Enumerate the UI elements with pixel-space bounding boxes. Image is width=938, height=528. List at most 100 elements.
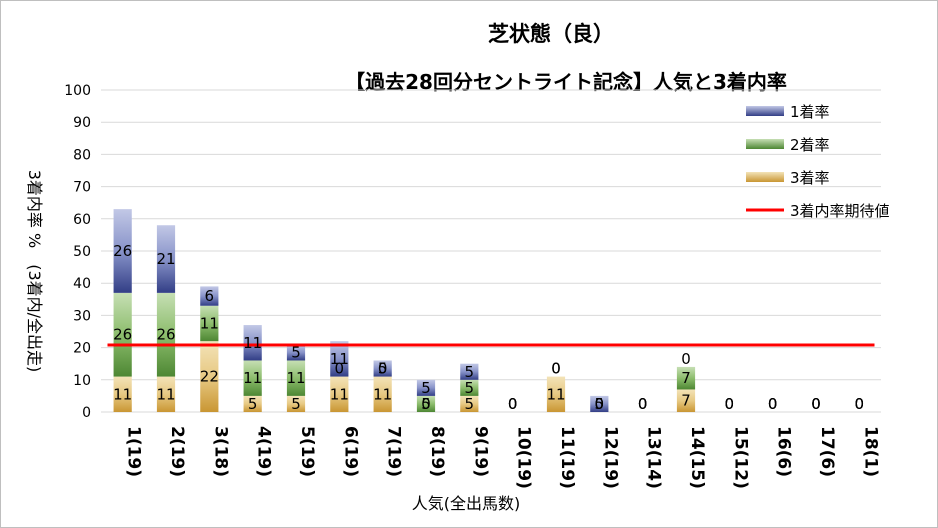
data-label-3rd-1: 11 [113, 385, 132, 403]
data-label-3rd-15: 0 [725, 395, 735, 413]
y-tick-label-40: 40 [73, 276, 91, 292]
x-tick-label-9: 9(19) [470, 426, 490, 477]
data-label-1st-3: 6 [205, 287, 215, 305]
chart-title: 芝状態（良） [488, 22, 614, 46]
x-tick-label-10: 10(19) [514, 426, 534, 489]
data-label-1st-13: 0 [638, 395, 648, 413]
bar-3rd-7 [373, 376, 392, 412]
bar-2nd-1 [113, 292, 132, 377]
x-tick-label-16: 16(6) [774, 426, 794, 477]
y-tick-label-50: 50 [73, 244, 91, 260]
x-tick-label-1: 1(19) [124, 426, 144, 477]
data-label-1st-9: 5 [465, 363, 475, 381]
x-tick-label-15: 15(12) [730, 426, 750, 489]
bar-3rd-3 [200, 341, 219, 412]
x-axis-ticks: 1(19) 2(19) 3(18) 4(19) 5(19) 6(19) 7(19) 8(19)… [124, 426, 881, 489]
data-label-3rd-11: 11 [546, 385, 565, 403]
data-label-1st-4: 11 [243, 334, 262, 352]
data-label-2nd-13: 0 [638, 395, 648, 413]
x-tick-label-13: 13(14) [644, 426, 664, 489]
data-label-2nd-1: 26 [113, 326, 132, 344]
data-label-3rd-7: 11 [373, 385, 392, 403]
data-label-3rd-17: 0 [811, 395, 821, 413]
data-label-3rd-10: 0 [508, 395, 518, 413]
data-label-2nd-17: 0 [811, 395, 821, 413]
bar-3rd-4 [243, 395, 262, 412]
bar-3rd-9 [460, 395, 479, 412]
data-label-1st-15: 0 [725, 395, 735, 413]
data-label-1st-17: 0 [811, 395, 821, 413]
bar-1st-5 [286, 344, 306, 361]
data-label-2nd-7: 0 [378, 360, 388, 378]
bar-2nd-4 [243, 360, 262, 396]
data-label-3rd-16: 0 [768, 395, 778, 413]
data-label-1st-10: 0 [508, 395, 518, 413]
bar-1st-3 [200, 286, 219, 306]
data-label-1st-5: 5 [291, 343, 301, 361]
x-tick-label-17: 17(6) [817, 426, 837, 477]
bar-3rd-2 [156, 376, 176, 412]
data-label-2nd-15: 0 [725, 395, 735, 413]
bar-1st-2 [156, 225, 176, 293]
bar-2nd-9 [460, 379, 479, 396]
bar-3rd-5 [286, 395, 306, 412]
bar-2nd-3 [200, 305, 219, 342]
bar-3rd-1 [113, 376, 132, 412]
x-tick-label-14: 14(15) [687, 426, 707, 489]
x-tick-label-7: 7(19) [384, 426, 404, 477]
bar-2nd-8 [416, 395, 436, 412]
data-label-2nd-3: 11 [200, 314, 219, 332]
data-label-2nd-10: 0 [508, 395, 518, 413]
bar-layer [113, 209, 696, 412]
x-tick-label-2: 2(19) [167, 426, 187, 477]
x-axis-title: 人気(全出馬数) [412, 494, 521, 513]
x-tick-label-8: 8(19) [427, 426, 447, 477]
bar-2nd-14 [676, 366, 696, 390]
bar-1st-9 [460, 363, 479, 380]
y-tick-label-0: 0 [82, 405, 91, 421]
data-label-1st-18: 0 [855, 395, 865, 413]
bar-1st-12 [590, 395, 609, 412]
bar-2nd-2 [156, 292, 176, 377]
bar-1st-1 [113, 209, 132, 293]
data-label-3rd-8: 0 [421, 395, 431, 413]
data-label-2nd-16: 0 [768, 395, 778, 413]
data-label-2nd-11: 0 [551, 360, 561, 378]
bar-3rd-14 [676, 389, 696, 412]
data-label-3rd-9: 5 [465, 395, 475, 413]
data-label-3rd-3: 22 [200, 368, 219, 386]
legend-swatch-1st [746, 106, 784, 116]
y-tick-label-30: 30 [73, 308, 91, 324]
data-label-1st-7: 5 [378, 360, 388, 378]
y-axis-ticks: 0 10 20 30 40 50 60 70 80 90 100 [64, 83, 91, 421]
y-tick-label-10: 10 [73, 373, 91, 389]
bar-1st-6 [330, 341, 349, 377]
data-label-3rd-5: 5 [291, 395, 301, 413]
y-axis-title: 3着内率 % (3着内/全出走) [25, 170, 44, 373]
data-label-2nd-9: 5 [465, 379, 475, 397]
data-label-3rd-4: 5 [248, 395, 258, 413]
data-label-3rd-6: 11 [330, 385, 349, 403]
data-label-1st-1: 26 [113, 242, 132, 260]
data-label-3rd-18: 0 [855, 395, 865, 413]
data-label-3rd-14: 7 [681, 392, 691, 410]
data-label-2nd-18: 0 [855, 395, 865, 413]
y-tick-label-90: 90 [73, 115, 91, 131]
data-label-layer: 1126261126212211651111511511011110505555… [113, 242, 864, 413]
data-label-2nd-8: 5 [421, 395, 431, 413]
legend-label-2nd: 2着率 [790, 136, 830, 154]
data-label-3rd-12: 0 [595, 395, 605, 413]
y-tick-label-70: 70 [73, 180, 91, 196]
legend-swatch-2nd [746, 139, 784, 149]
legend-swatch-3rd [746, 172, 784, 182]
data-label-1st-12: 5 [595, 395, 605, 413]
y-tick-label-20: 20 [73, 341, 91, 357]
grid-layer [101, 89, 881, 413]
y-tick-label-80: 80 [73, 147, 91, 163]
x-tick-label-12: 12(19) [600, 426, 620, 489]
bar-3rd-11 [546, 376, 566, 412]
data-label-3rd-13: 0 [638, 395, 648, 413]
data-label-3rd-2: 11 [156, 385, 175, 403]
